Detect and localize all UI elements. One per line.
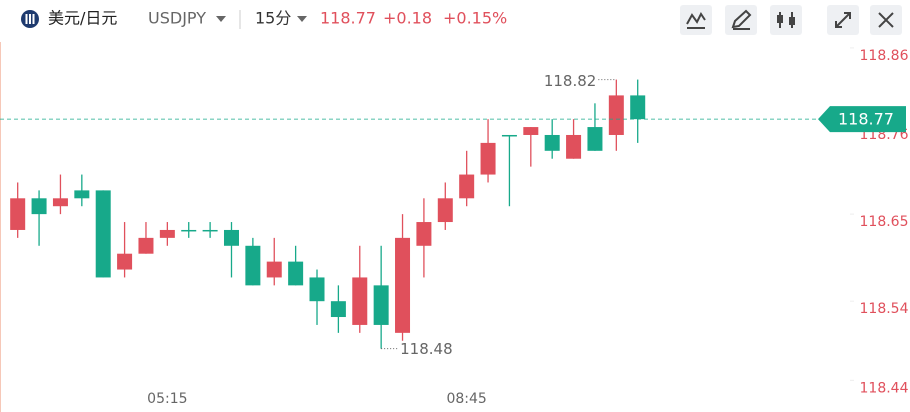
candle-body	[544, 134, 560, 151]
candle-body	[523, 127, 539, 135]
logo-bar	[29, 14, 31, 24]
candle-body	[266, 261, 282, 278]
draw-icon	[731, 9, 752, 30]
interval[interactable]: 15分	[255, 9, 291, 28]
candle-body	[309, 277, 325, 302]
candle-body	[288, 261, 304, 286]
high-label: 118.82	[544, 72, 597, 90]
chart-type-button[interactable]	[770, 5, 802, 35]
candle-body	[138, 237, 154, 254]
x-tick-label: 05:15	[147, 391, 187, 407]
candle-body	[223, 229, 239, 246]
draw-button[interactable]	[725, 5, 757, 35]
candle-body	[52, 198, 68, 207]
fullscreen-icon	[835, 12, 851, 28]
price: 118.77	[320, 9, 376, 28]
logo-bar	[25, 14, 28, 24]
candle-body	[501, 134, 517, 137]
candle-body	[181, 229, 197, 232]
candle-body	[608, 95, 624, 135]
pair-name: 美元/日元	[48, 9, 117, 28]
candle-body	[330, 301, 346, 318]
current-price-tag	[818, 106, 906, 133]
candle-body	[437, 198, 453, 223]
candle-body	[10, 198, 26, 230]
candle-body	[587, 127, 603, 151]
candle-body	[159, 229, 175, 238]
candle-body	[245, 245, 261, 286]
candle-body	[31, 198, 47, 215]
dropdown-arrow[interactable]	[297, 16, 307, 22]
candle-body	[395, 237, 411, 333]
candle-body	[630, 95, 646, 120]
y-tick-label: 118.86	[860, 48, 909, 64]
candle-body	[480, 142, 496, 175]
candle-body	[566, 134, 582, 159]
logo-bar	[32, 14, 35, 24]
current-price-label: 118.77	[838, 110, 894, 129]
y-tick-label: 118.65	[860, 214, 909, 230]
candle-body	[74, 190, 90, 199]
symbol[interactable]: USDJPY	[148, 9, 206, 28]
change-percent: +0.15%	[443, 9, 507, 28]
y-tick-label: 118.54	[860, 301, 909, 317]
chart-type-icon	[777, 15, 783, 23]
candle-body	[352, 277, 368, 325]
candle-body	[373, 285, 389, 325]
candle-body	[202, 229, 218, 232]
close-icon	[878, 12, 894, 28]
dropdown-arrow[interactable]	[216, 16, 226, 22]
candle-body	[117, 253, 133, 270]
y-tick-label: 118.44	[860, 380, 909, 396]
low-label: 118.48	[400, 340, 453, 358]
candle-body	[459, 174, 475, 199]
change: +0.18	[383, 9, 432, 28]
toolbar	[680, 5, 902, 35]
candle-body	[416, 222, 432, 246]
x-tick-label: 08:45	[446, 391, 486, 407]
chart-type-icon	[789, 17, 795, 25]
indicator-icon	[686, 12, 706, 29]
candle-body	[95, 190, 111, 278]
